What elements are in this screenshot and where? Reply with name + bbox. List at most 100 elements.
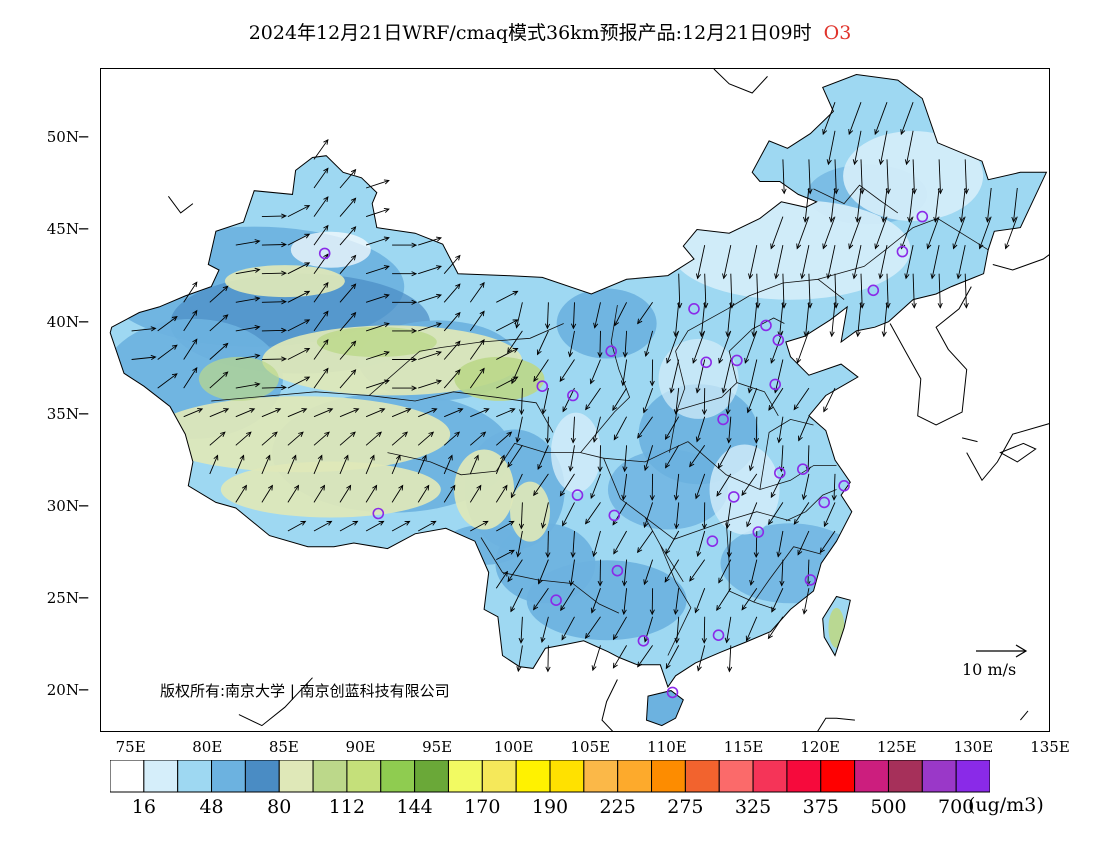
lon-label: 120E <box>800 738 840 756</box>
wind-arrow <box>518 502 524 530</box>
hainan-fill <box>646 690 684 726</box>
coastline <box>961 437 978 443</box>
wind-arrow <box>537 445 549 471</box>
wind-arrow <box>926 216 940 250</box>
legend-swatch <box>718 760 754 793</box>
wind-arrow <box>261 408 282 418</box>
wind-arrow <box>643 502 654 529</box>
concentration-patch <box>224 265 345 298</box>
wind-arrow <box>725 388 732 415</box>
wind-arrow <box>589 359 601 385</box>
wind-arrow <box>796 216 810 250</box>
wind-arrow <box>391 520 411 532</box>
wind-arrow <box>365 408 386 418</box>
legend-label: 112 <box>328 796 366 818</box>
wind-arrow <box>622 445 628 473</box>
wind-arrow <box>183 338 198 360</box>
wind-arrow <box>496 431 513 446</box>
wind-arrow <box>874 216 888 250</box>
station-circle <box>838 479 850 492</box>
province-border <box>785 489 837 522</box>
legend-unit: (ug/m3) <box>968 794 1044 816</box>
legend-label: 700 <box>938 796 975 818</box>
wind-arrow <box>235 454 245 475</box>
coastline <box>601 679 618 731</box>
wind-arrow <box>621 559 628 587</box>
wind-arrow <box>559 359 575 383</box>
wind-arrow <box>621 588 628 616</box>
province-border <box>759 418 814 490</box>
wind-arrow <box>209 431 226 446</box>
wind-arrow <box>696 530 706 558</box>
wind-arrow <box>469 310 485 332</box>
wind-arrow <box>287 454 297 475</box>
wind-arrow <box>507 559 523 583</box>
wind-arrow <box>339 226 357 246</box>
concentration-patch <box>316 326 437 357</box>
coastline <box>238 677 313 727</box>
wind-arrow <box>313 520 333 532</box>
wind-arrow <box>826 130 836 166</box>
legend-label: 16 <box>131 796 156 818</box>
wind-arrow <box>559 473 575 497</box>
lon-label: 105E <box>570 738 611 756</box>
wind-arrow <box>855 302 862 338</box>
legend-label: 190 <box>531 796 569 818</box>
wind-arrow <box>507 330 523 354</box>
wind-arrow <box>418 265 442 275</box>
wind-arrow <box>313 484 326 503</box>
wind-arrow <box>469 367 485 389</box>
lon-label: 100E <box>493 738 534 756</box>
wind-arrow <box>751 302 758 338</box>
station-circle <box>318 247 331 260</box>
wind-arrow <box>536 330 549 356</box>
station-circle <box>706 535 719 548</box>
wind-arrow <box>469 454 479 475</box>
wind-arrow <box>822 102 836 136</box>
wind-arrow <box>261 327 287 334</box>
wind-arrow <box>365 322 390 332</box>
wind-arrow <box>339 431 356 446</box>
wind-arrow <box>637 416 653 439</box>
wind-arrow <box>699 302 706 338</box>
wind-arrow <box>726 530 732 559</box>
wind-arrow <box>235 324 261 332</box>
wind-arrow <box>496 319 519 332</box>
lon-label: 125E <box>876 738 917 756</box>
legend-swatch <box>549 760 585 793</box>
wind-arrow <box>235 382 261 389</box>
wind-arrow <box>801 473 810 501</box>
wind-arrow <box>829 187 836 223</box>
wind-arrow <box>776 416 784 444</box>
lon-label: 90E <box>345 738 376 756</box>
station-circle <box>760 319 772 332</box>
wind-arrow <box>235 431 252 446</box>
wind-arrow <box>545 416 551 444</box>
wind-arrow <box>516 645 523 673</box>
wind-arrow <box>183 281 198 303</box>
wind-arrow <box>515 416 523 444</box>
wind-arrow <box>746 502 758 528</box>
reference-vector-label: 10 m/s <box>962 660 1017 679</box>
lat-label: 40N─ <box>46 312 88 331</box>
wind-arrow <box>495 454 505 475</box>
wind-arrow <box>665 530 680 555</box>
wind-arrow <box>800 245 810 280</box>
wind-arrow <box>777 302 784 338</box>
province-border <box>753 546 822 603</box>
legend-swatch <box>651 760 686 793</box>
wind-arrow <box>694 588 706 614</box>
concentration-patch <box>828 607 845 648</box>
wind-arrow <box>287 376 311 389</box>
wind-arrow <box>904 130 914 166</box>
concentration-patch <box>709 444 780 535</box>
wind-arrow <box>673 388 680 415</box>
station-circle <box>536 380 549 393</box>
wind-arrow <box>392 242 418 248</box>
wind-arrow <box>519 388 525 416</box>
wind-arrow <box>721 359 732 394</box>
wind-arrow <box>418 322 442 332</box>
province-border <box>669 308 728 453</box>
wind-arrow <box>649 473 655 501</box>
legend-label: 170 <box>464 796 501 818</box>
